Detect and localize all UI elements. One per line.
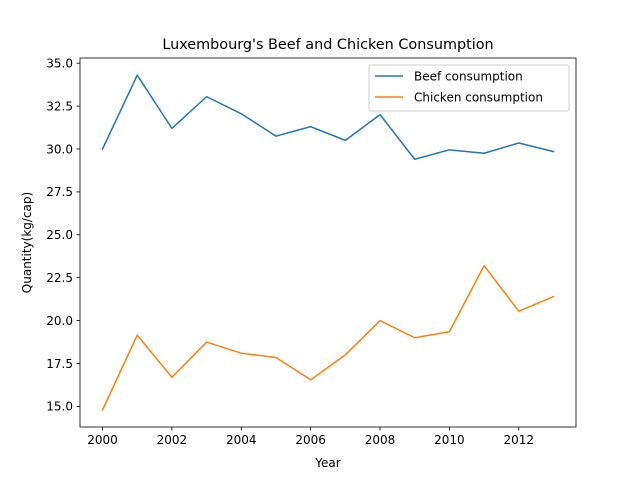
series-line-chicken	[101, 264, 555, 411]
legend: Beef consumption Chicken consumption	[368, 64, 570, 112]
data-series	[101, 74, 555, 411]
y-tick-label: 17.5	[46, 357, 73, 371]
x-axis-title: Year	[314, 456, 340, 470]
x-tick-label: 2004	[226, 433, 257, 447]
axis-ticks: 2000 2002 2004 2006 2008 2010 2012 15.0 17.5 20.0…	[46, 56, 534, 447]
x-tick-label: 2000	[87, 433, 118, 447]
x-tick-label: 2008	[365, 433, 396, 447]
y-tick-label: 32.5	[46, 99, 73, 113]
y-tick-label: 25.0	[46, 228, 73, 242]
x-tick-label: 2002	[157, 433, 188, 447]
y-tick-label: 15.0	[46, 400, 73, 414]
y-tick-label: 30.0	[46, 142, 73, 156]
y-tick-label: 27.5	[46, 185, 73, 199]
x-tick-label: 2006	[295, 433, 326, 447]
legend-label: Chicken consumption	[414, 90, 543, 104]
legend-label: Beef consumption	[414, 69, 523, 83]
y-tick-label: 22.5	[46, 271, 73, 285]
y-axis-title: Quantity(kg/cap)	[20, 192, 34, 293]
chart-title: Luxembourg's Beef and Chicken Consumptio…	[162, 37, 493, 53]
series-line-beef	[101, 74, 555, 161]
y-tick-label: 20.0	[46, 314, 73, 328]
y-tick-label: 35.0	[46, 56, 73, 70]
legend-box	[368, 64, 570, 112]
x-tick-label: 2010	[434, 433, 465, 447]
plot-frame	[79, 57, 577, 428]
x-tick-label: 2012	[503, 433, 534, 447]
